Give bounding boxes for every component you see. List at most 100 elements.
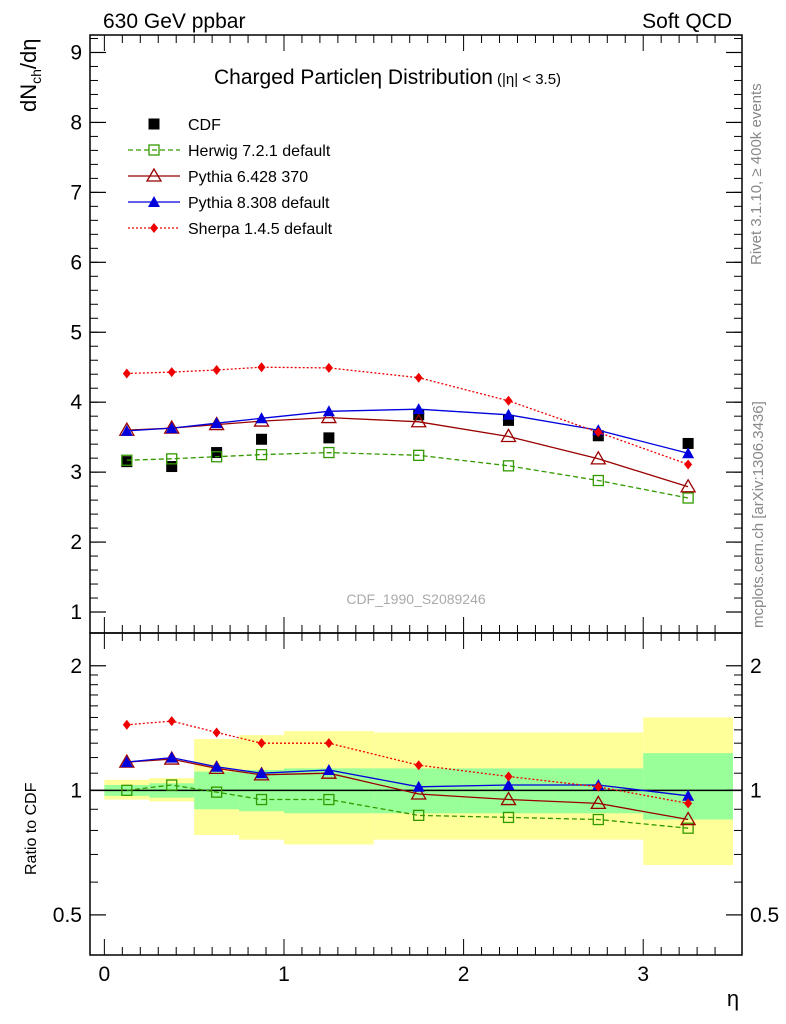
ratio-line-herwig	[126, 784, 689, 829]
main-y-axis-label: dNch/dη	[16, 38, 44, 112]
data-point-CDF	[323, 432, 335, 444]
legend-entry-sherpa: Sherpa 1.4.5 default	[128, 221, 333, 238]
legend-entry-pythia6: Pythia 6.428 370	[128, 167, 308, 186]
chart-title-suffix: (|η| < 3.5)	[497, 71, 561, 88]
ratio-point-sherpa	[414, 760, 423, 771]
ratio-y-tick-label-right: 1	[750, 779, 762, 802]
data-point-herwig	[502, 460, 515, 472]
chart-title-main: Charged Particleη Distribution	[214, 66, 493, 89]
data-point-pythia6	[410, 413, 427, 428]
legend-label-pythia6: Pythia 6.428 370	[188, 169, 308, 186]
data-point-pythia6	[500, 428, 517, 443]
ratio-point-sherpa	[504, 771, 513, 782]
series-herwig	[121, 446, 694, 504]
main-plot: 1 2 3 4 5 6 7 8 9	[70, 35, 742, 633]
legend-entry-pythia8: Pythia 8.308 default	[128, 195, 330, 212]
ratio-point-pythia6	[590, 795, 607, 810]
ratio-series-herwig	[121, 779, 694, 834]
ratio-y-tick-label-right: 2	[750, 655, 762, 678]
data-point-pythia8	[322, 405, 335, 417]
ylabel-sub: ch	[28, 69, 44, 84]
data-point-herwig	[592, 474, 604, 487]
data-point-herwig	[682, 492, 694, 504]
data-point-herwig	[121, 454, 133, 466]
legend-entry-CDF: CDF	[148, 117, 221, 134]
data-point-pythia8	[682, 447, 695, 459]
ratio-point-pythia8	[210, 760, 223, 772]
legend-label-pythia8: Pythia 8.308 default	[188, 195, 330, 212]
legend-marker-sherpa	[150, 223, 158, 233]
data-point-pythia8	[165, 422, 178, 434]
chart-title: Charged Particleη Distribution (|η| < 3.5…	[214, 66, 561, 89]
ratio-point-herwig	[682, 822, 694, 834]
ratio-point-herwig	[166, 779, 178, 791]
series-sherpa	[122, 362, 693, 470]
y-tick-label: 5	[70, 321, 82, 344]
data-point-CDF	[682, 437, 694, 449]
data-point-herwig	[323, 446, 335, 459]
ratio-point-herwig	[592, 813, 604, 826]
x-tick-label: 1	[278, 963, 290, 986]
legend: CDF Herwig 7.2.1 default Pythia 6.428 370 P…	[128, 117, 333, 238]
series-pythia6	[118, 409, 697, 493]
y-tick-label: 9	[70, 41, 82, 64]
y-tick-label: 1	[70, 601, 82, 624]
y-tick-label: 2	[70, 531, 82, 554]
y-tick-label: 3	[70, 461, 82, 484]
data-point-sherpa	[257, 362, 266, 373]
y-tick-label: 7	[70, 181, 82, 204]
y-tick-label: 8	[70, 111, 82, 134]
ratio-point-sherpa	[684, 798, 693, 809]
data-point-sherpa	[594, 427, 603, 438]
ratio-y-tick-label: 2	[70, 655, 82, 678]
ratio-plot: 0.5 0.5 1 1 2 2 0 1 2 3	[53, 633, 779, 986]
ratio-point-pythia8	[322, 763, 335, 775]
data-point-pythia6	[320, 409, 338, 424]
ratio-series-pythia8	[120, 751, 695, 801]
ratio-y-axis-label: Ratio to CDF	[23, 782, 40, 875]
ratio-point-sherpa	[324, 738, 333, 749]
series-pythia8	[120, 403, 695, 459]
data-point-pythia6	[590, 450, 607, 465]
ratio-series-sherpa	[122, 716, 693, 809]
ratio-point-herwig	[413, 809, 425, 822]
svg-text:dNch/dη: dNch/dη	[16, 38, 44, 112]
x-tick-label: 0	[99, 963, 111, 986]
ratio-point-sherpa	[594, 781, 603, 792]
ratio-point-pythia8	[502, 779, 515, 791]
series-line-pythia8	[126, 408, 689, 454]
data-point-CDF	[256, 433, 268, 445]
data-point-herwig	[413, 449, 425, 461]
ratio-point-herwig	[323, 793, 335, 806]
data-point-CDF	[211, 447, 223, 459]
header-right: Soft QCD	[642, 10, 732, 33]
series-line-sherpa	[126, 366, 689, 466]
ratio-point-sherpa	[122, 719, 131, 730]
legend-label-sherpa: Sherpa 1.4.5 default	[188, 221, 333, 238]
rivet-version-label: Rivet 3.1.10, ≥ 400k events	[748, 83, 765, 265]
data-point-sherpa	[414, 372, 423, 383]
ratio-point-pythia8	[165, 751, 178, 763]
data-point-herwig	[166, 453, 178, 465]
data-point-pythia8	[210, 417, 223, 429]
data-point-pythia8	[502, 408, 515, 420]
data-point-CDF	[166, 461, 178, 473]
x-tick-label: 2	[458, 963, 470, 986]
legend-marker-pythia6	[145, 167, 163, 182]
legend-marker-herwig	[148, 144, 160, 156]
legend-label-herwig: Herwig 7.2.1 default	[188, 143, 331, 160]
ratio-point-pythia8	[682, 789, 695, 801]
ratio-point-herwig	[255, 793, 268, 806]
ratio-point-pythia8	[120, 756, 133, 768]
ratio-point-sherpa	[167, 716, 176, 727]
y-tick-label: 4	[70, 391, 82, 414]
data-point-pythia8	[412, 403, 425, 415]
data-point-herwig	[255, 448, 268, 461]
data-point-sherpa	[684, 459, 693, 470]
x-tick-label: 3	[637, 963, 649, 986]
data-point-sherpa	[212, 365, 221, 376]
x-axis-label: η	[727, 986, 739, 1011]
data-point-sherpa	[167, 367, 176, 378]
uncertainty-band-inner	[643, 753, 734, 820]
data-point-herwig	[210, 451, 223, 463]
